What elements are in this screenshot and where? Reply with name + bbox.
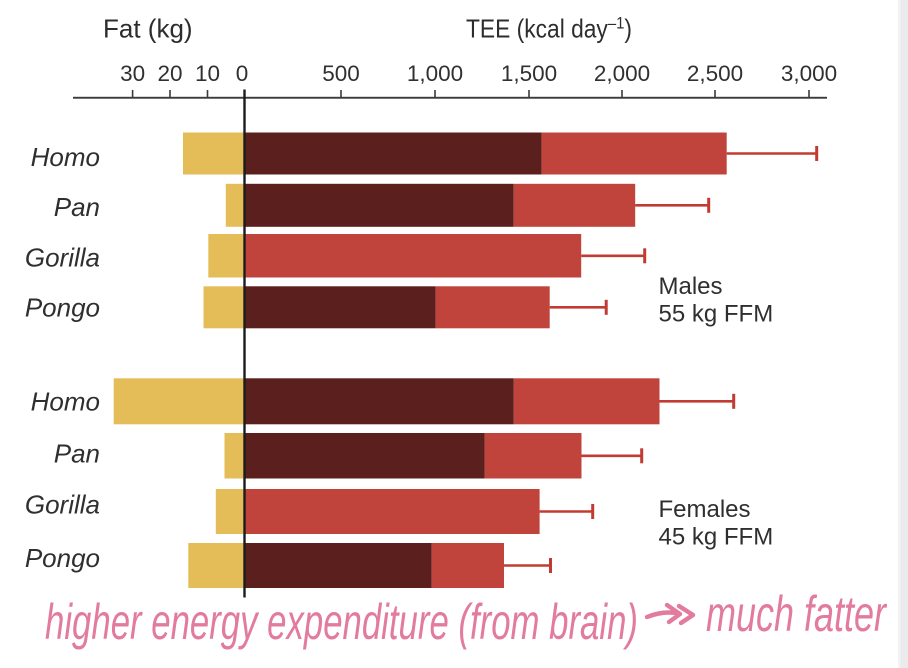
svg-text:2,000: 2,000 [594,61,650,86]
svg-text:Pongo: Pongo [25,543,100,573]
svg-text:500: 500 [322,61,360,86]
svg-text:20: 20 [157,61,182,86]
svg-text:TEE (kcal day–1): TEE (kcal day–1) [466,14,632,44]
svg-text:Gorilla: Gorilla [25,243,100,273]
svg-text:0: 0 [236,61,249,86]
svg-text:Homo: Homo [31,387,100,417]
svg-text:Males: Males [659,273,723,300]
svg-text:1,000: 1,000 [407,61,463,86]
svg-text:2,500: 2,500 [687,61,743,86]
svg-text:1,500: 1,500 [501,61,557,86]
svg-text:45 kg FFM: 45 kg FFM [659,524,774,551]
svg-text:much fatter: much fatter [706,586,888,642]
svg-text:higher energy expenditure (fro: higher energy expenditure (from brain) [45,594,638,650]
svg-text:Pan: Pan [54,439,100,469]
svg-text:30: 30 [120,61,145,86]
svg-text:Homo: Homo [31,142,100,172]
svg-text:Gorilla: Gorilla [25,490,100,520]
svg-text:3,000: 3,000 [781,61,837,86]
svg-text:Fat (kg): Fat (kg) [103,14,193,44]
svg-text:Pan: Pan [54,192,100,222]
svg-text:Females: Females [659,496,751,523]
svg-text:Pongo: Pongo [25,293,100,323]
svg-text:55 kg FFM: 55 kg FFM [659,301,774,328]
svg-text:10: 10 [195,61,220,86]
